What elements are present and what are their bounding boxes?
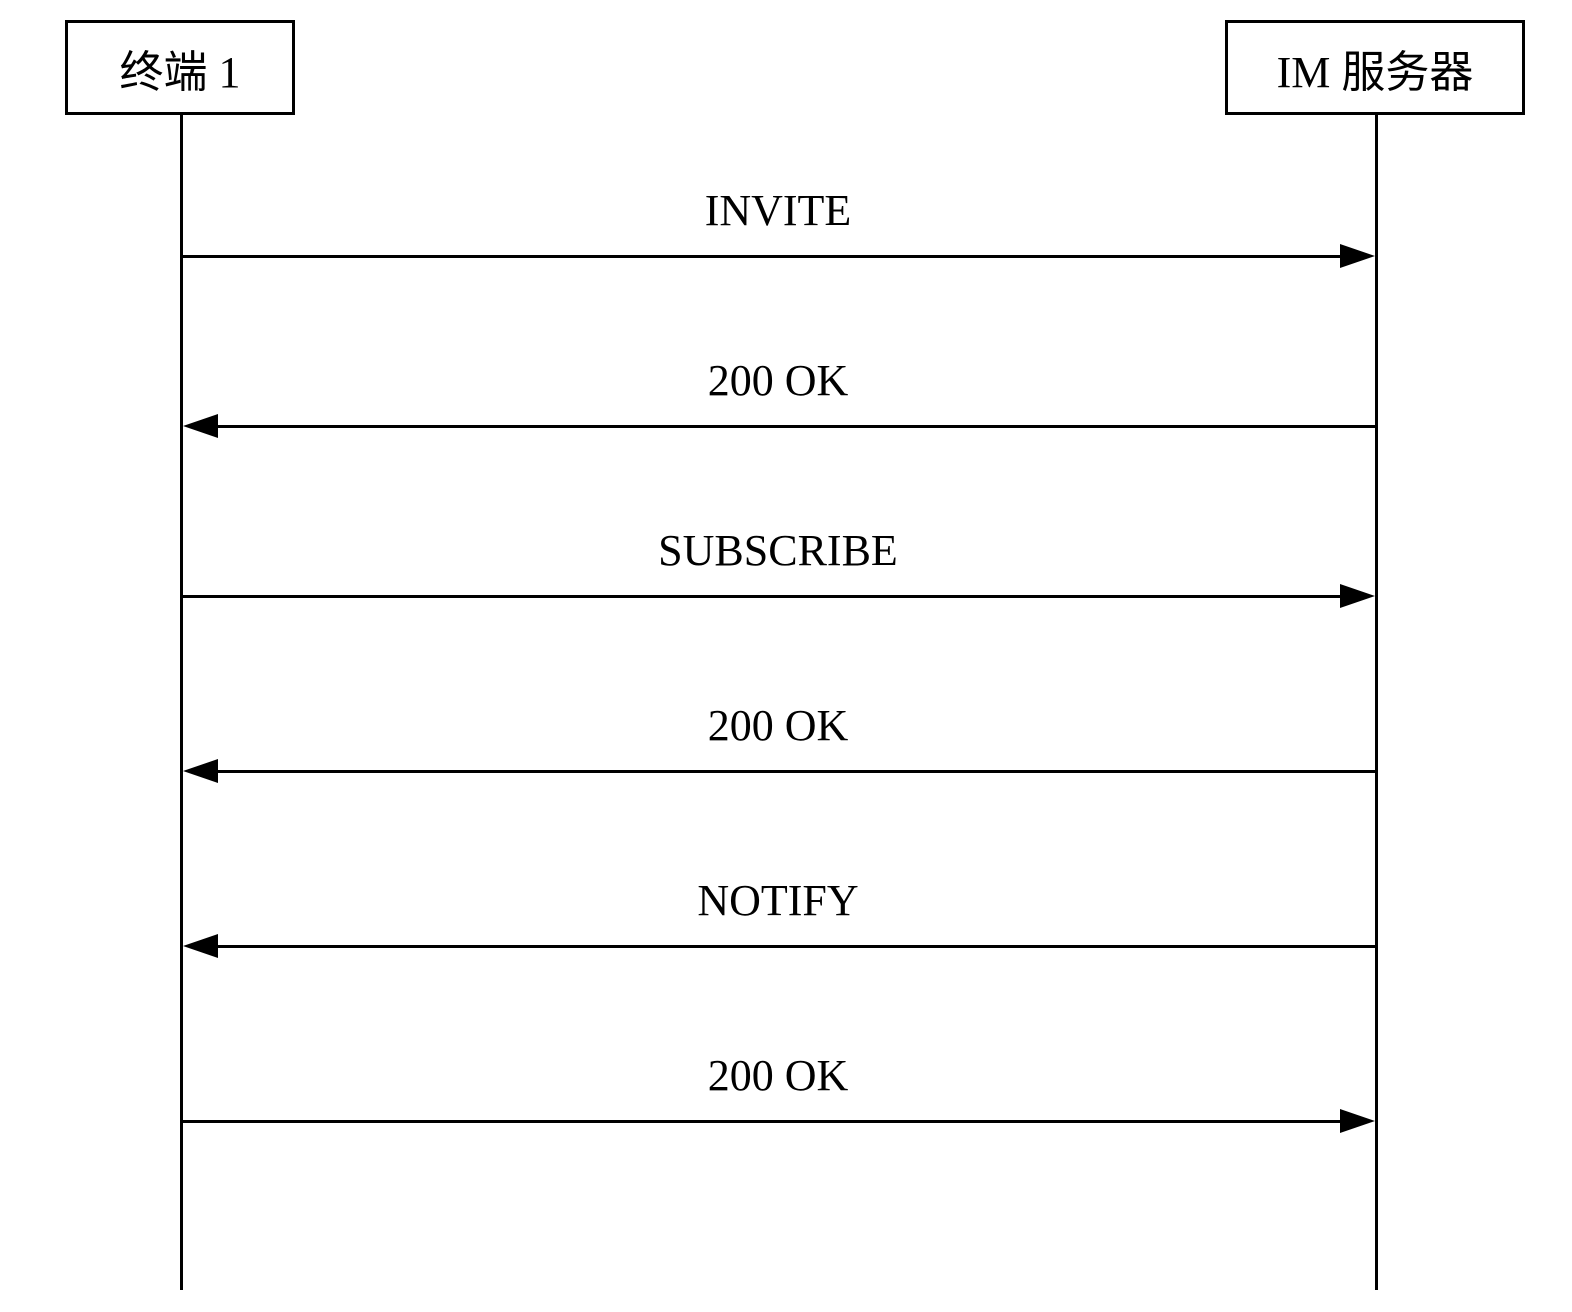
message-subscribe-label: SUBSCRIBE <box>228 525 1328 576</box>
message-invite-label: INVITE <box>228 185 1328 236</box>
sequence-diagram: 终端 1 IM 服务器 INVITE 200 OK SUBSCRIBE 200 … <box>0 0 1572 1312</box>
message-ok2-label: 200 OK <box>228 700 1328 751</box>
message-notify-arrowhead <box>183 934 218 958</box>
message-subscribe-arrow <box>183 595 1343 598</box>
message-invite-arrowhead <box>1340 244 1375 268</box>
message-notify-label: NOTIFY <box>228 875 1328 926</box>
message-ok2-arrowhead <box>183 759 218 783</box>
message-ok1-arrow <box>215 425 1375 428</box>
message-subscribe-arrowhead <box>1340 584 1375 608</box>
lifeline-im-server <box>1375 115 1378 1290</box>
participant-im-server: IM 服务器 <box>1225 20 1525 115</box>
participant-im-server-label: IM 服务器 <box>1277 36 1474 100</box>
message-ok2-arrow <box>215 770 1375 773</box>
lifeline-terminal1 <box>180 115 183 1290</box>
message-ok1-label: 200 OK <box>228 355 1328 406</box>
message-notify-arrow <box>215 945 1375 948</box>
message-ok1-arrowhead <box>183 414 218 438</box>
participant-terminal1: 终端 1 <box>65 20 295 115</box>
message-invite-arrow <box>183 255 1343 258</box>
participant-terminal1-label: 终端 1 <box>120 36 241 100</box>
message-ok3-arrowhead <box>1340 1109 1375 1133</box>
message-ok3-label: 200 OK <box>228 1050 1328 1101</box>
message-ok3-arrow <box>183 1120 1343 1123</box>
